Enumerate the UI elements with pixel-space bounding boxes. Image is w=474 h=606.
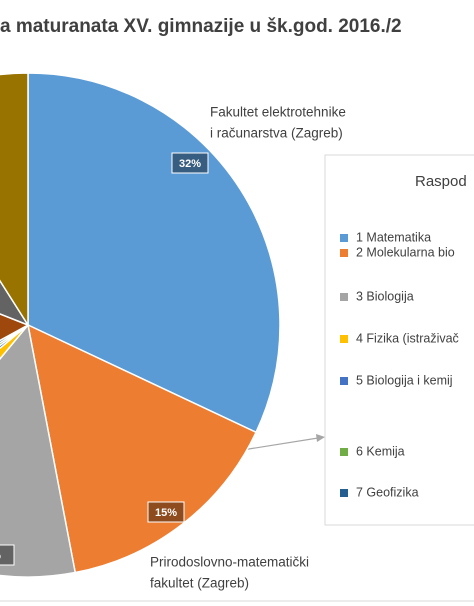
annotation: Fakultet elektrotehnike xyxy=(210,105,346,120)
pie-slice xyxy=(26,323,258,574)
pie-slice xyxy=(0,72,29,328)
data-label: % xyxy=(0,550,1,562)
legend-title: Raspod xyxy=(415,173,467,190)
legend-label: 7 Geofizika xyxy=(356,485,419,499)
legend-swatch xyxy=(340,335,348,343)
legend-label: 6 Kemija xyxy=(356,444,405,458)
pie-slice xyxy=(27,72,281,434)
arrow-head xyxy=(316,434,325,442)
legend-label: 2 Molekularna bio xyxy=(356,245,455,259)
annotation: i računarstva (Zagreb) xyxy=(210,126,343,141)
legend-swatch xyxy=(340,249,348,257)
pie-slice xyxy=(0,313,30,342)
legend-label: 5 Biologija i kemij xyxy=(356,373,453,387)
pie-slice xyxy=(0,324,29,361)
pie-slice xyxy=(0,323,77,578)
data-label-box xyxy=(0,544,15,566)
legend-label: 4 Fizika (istraživač xyxy=(356,331,459,345)
legend-swatch xyxy=(340,448,348,456)
pie-slice xyxy=(0,279,30,327)
chart-title: a maturanata XV. gimnazije u šk.god. 201… xyxy=(0,16,402,37)
legend-swatch xyxy=(340,489,348,497)
data-label-box xyxy=(171,152,209,174)
data-label: 32% xyxy=(179,158,201,170)
annotation: Prirodoslovno-matematički xyxy=(150,555,309,570)
legend-swatch xyxy=(340,293,348,301)
data-label: 15% xyxy=(155,507,177,519)
legend-swatch xyxy=(340,234,348,242)
legend-swatch xyxy=(340,377,348,385)
legend-box xyxy=(324,154,474,526)
annotation: fakultet (Zagreb) xyxy=(150,576,249,591)
legend-label: 1 Matematika xyxy=(356,230,431,244)
data-label-box xyxy=(147,501,185,523)
legend-label: 3 Biologija xyxy=(356,289,414,303)
